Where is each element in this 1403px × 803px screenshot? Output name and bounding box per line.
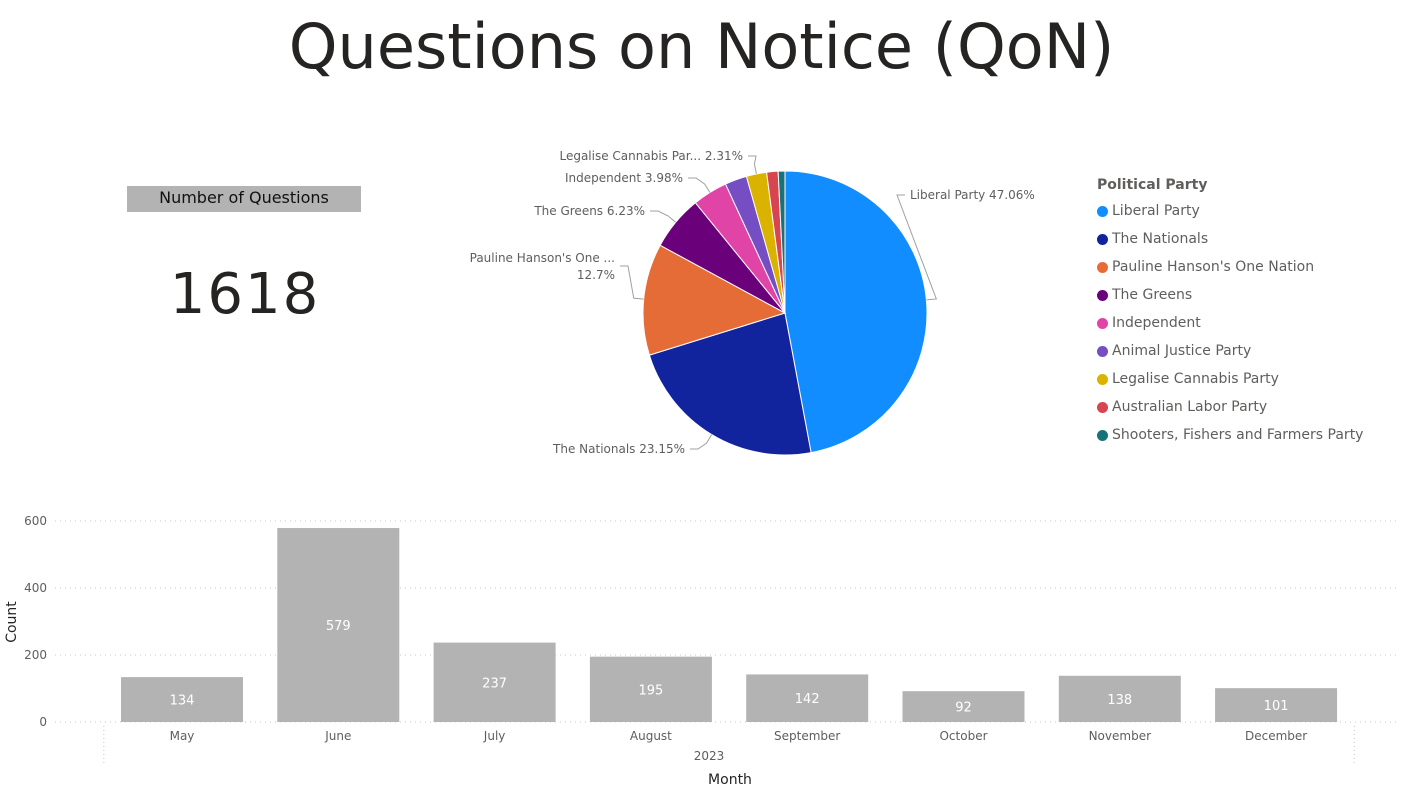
x-tick-label: December: [1245, 729, 1307, 743]
bar-data-label: 101: [1264, 699, 1289, 714]
pie-data-label: The Greens 6.23%: [533, 204, 645, 218]
bar-data-label: 134: [170, 694, 195, 709]
pie-leader-line: [748, 155, 757, 175]
legend-dot-icon: [1097, 429, 1108, 441]
legend-item[interactable]: Independent: [1097, 309, 1363, 337]
legend-item-label: The Nationals: [1112, 231, 1209, 247]
legend-item-label: The Greens: [1112, 287, 1193, 303]
pie-leader-line: [690, 434, 713, 450]
pie-data-label: Legalise Cannabis Par... 2.31%: [559, 149, 743, 163]
pie-data-label: Independent 3.98%: [565, 171, 683, 185]
legend-item[interactable]: Legalise Cannabis Party: [1097, 365, 1363, 393]
x-tick-label: June: [324, 729, 351, 743]
bar[interactable]: [1215, 688, 1338, 722]
x-axis-title: Month: [708, 772, 752, 788]
pie-chart[interactable]: Liberal Party 47.06% The Nationals 23.15%…: [0, 0, 1403, 480]
legend-dot-icon: [1097, 289, 1108, 301]
bar[interactable]: [746, 674, 869, 722]
pie-leader-line: [650, 210, 677, 223]
legend-dot-icon: [1097, 373, 1108, 385]
bar-data-label: 138: [1107, 693, 1132, 708]
pie-slice[interactable]: [784, 170, 928, 454]
bar[interactable]: [1058, 675, 1181, 722]
legend-item-label: Shooters, Fishers and Farmers Party: [1112, 427, 1364, 443]
pie-leader-line: [688, 177, 711, 193]
legend-dot-icon: [1097, 205, 1108, 217]
y-tick-label: 0: [39, 715, 47, 729]
bar[interactable]: [121, 677, 243, 722]
bar-data-label: 195: [638, 683, 663, 698]
pie-slice[interactable]: [777, 170, 786, 314]
legend-item[interactable]: Shooters, Fishers and Farmers Party: [1097, 421, 1363, 449]
bar-data-label: 237: [482, 676, 507, 691]
bar[interactable]: [433, 642, 556, 722]
legend-item[interactable]: The Greens: [1097, 281, 1363, 309]
legend-dot-icon: [1097, 345, 1108, 357]
pie-leader-line: [620, 265, 644, 300]
card-value: 1618: [169, 262, 321, 327]
pie-slice[interactable]: [642, 244, 787, 356]
page-title: Questions on Notice (QoN): [288, 10, 1115, 83]
bar-data-label: 579: [326, 619, 351, 634]
x-tick-label: November: [1089, 729, 1151, 743]
bar[interactable]: [589, 656, 712, 722]
legend-dot-icon: [1097, 401, 1108, 413]
bar-data-label: 92: [955, 701, 972, 716]
legend-items: Liberal Party The Nationals Pauline Hanson…: [1097, 197, 1363, 449]
legend-item[interactable]: The Nationals: [1097, 225, 1363, 253]
y-tick-label: 600: [24, 514, 47, 528]
legend-item[interactable]: Pauline Hanson's One Nation: [1097, 253, 1363, 281]
x-tick-label: August: [630, 729, 672, 743]
pie-data-label: Pauline Hanson's One ...: [470, 251, 615, 265]
legend-dot-icon: [1097, 261, 1108, 273]
y-tick-label: 200: [24, 648, 47, 662]
y-tick-label: 400: [24, 581, 47, 595]
pie-data-label: 12.7%: [577, 268, 615, 282]
pie-data-label: Liberal Party 47.06%: [910, 188, 1035, 202]
pie-slice[interactable]: [648, 312, 812, 456]
legend-dot-icon: [1097, 317, 1108, 329]
legend-item[interactable]: Animal Justice Party: [1097, 337, 1363, 365]
legend-title: Political Party: [1097, 177, 1208, 193]
legend-item-label: Australian Labor Party: [1112, 399, 1268, 415]
legend-item-label: Animal Justice Party: [1112, 343, 1252, 359]
x-group-label: 2023: [694, 749, 725, 763]
x-tick-label: September: [774, 729, 840, 743]
x-tick-label: July: [483, 729, 506, 743]
legend-item-label: Liberal Party: [1112, 203, 1200, 219]
y-axis-title: Count: [4, 601, 20, 643]
x-tick-label: May: [170, 729, 195, 743]
pie-data-label: The Nationals 23.15%: [552, 442, 685, 456]
card-label: Number of Questions: [127, 186, 361, 212]
pie-legend: Political Party Liberal Party The Nationa…: [1097, 177, 1363, 449]
bar[interactable]: [902, 691, 1025, 722]
legend-item[interactable]: Australian Labor Party: [1097, 393, 1363, 421]
bar-data-label: 142: [795, 692, 820, 707]
legend-item-label: Independent: [1112, 315, 1201, 331]
bar[interactable]: [277, 528, 400, 722]
legend-dot-icon: [1097, 233, 1108, 245]
pie-leader-line: [896, 194, 938, 301]
legend-item-label: Legalise Cannabis Party: [1112, 371, 1279, 387]
x-tick-label: October: [939, 729, 987, 743]
legend-item-label: Pauline Hanson's One Nation: [1112, 259, 1315, 275]
legend-item[interactable]: Liberal Party: [1097, 197, 1363, 225]
